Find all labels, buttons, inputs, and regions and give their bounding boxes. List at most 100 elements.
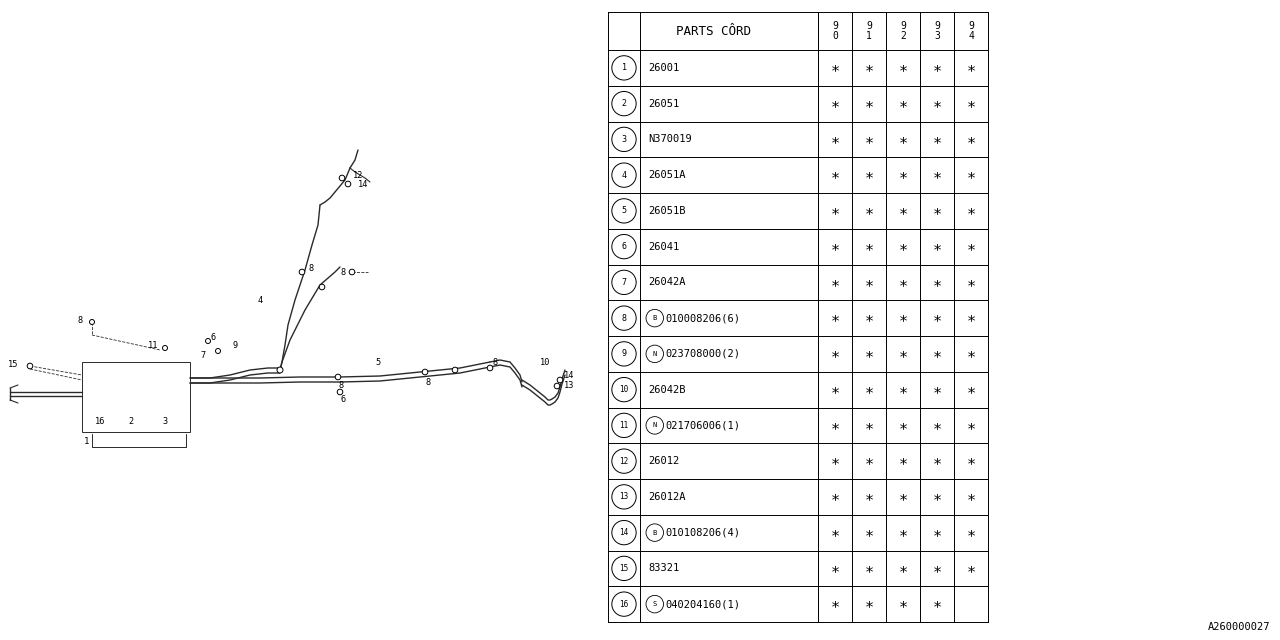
Text: ∗: ∗ (932, 454, 942, 468)
Text: ∗: ∗ (932, 60, 942, 76)
Text: ∗: ∗ (864, 204, 873, 218)
Text: ∗: ∗ (831, 490, 840, 504)
Text: ∗: ∗ (831, 168, 840, 182)
Text: 6: 6 (340, 396, 346, 404)
Text: A260000027: A260000027 (1207, 622, 1270, 632)
Text: 26041: 26041 (648, 242, 680, 252)
Circle shape (276, 367, 283, 373)
Text: ∗: ∗ (864, 310, 873, 326)
Text: ∗: ∗ (831, 525, 840, 540)
Text: ∗: ∗ (899, 561, 908, 576)
Text: 021706006(1): 021706006(1) (666, 420, 741, 430)
Text: 10: 10 (620, 385, 628, 394)
Text: 8: 8 (425, 378, 430, 387)
Circle shape (206, 339, 210, 344)
Text: 26001: 26001 (648, 63, 680, 73)
Text: ∗: ∗ (966, 204, 975, 218)
Text: ∗: ∗ (831, 204, 840, 218)
Text: ∗: ∗ (899, 168, 908, 182)
Text: 16: 16 (95, 417, 105, 426)
Text: 7: 7 (200, 351, 205, 360)
Text: 26042B: 26042B (648, 385, 686, 395)
Text: 8: 8 (622, 314, 626, 323)
Text: ∗: ∗ (932, 596, 942, 612)
Text: ∗: ∗ (831, 346, 840, 362)
Text: ∗: ∗ (899, 96, 908, 111)
Text: ∗: ∗ (899, 132, 908, 147)
Text: ∗: ∗ (864, 561, 873, 576)
Text: 040204160(1): 040204160(1) (666, 599, 741, 609)
Text: ∗: ∗ (831, 96, 840, 111)
Text: 3: 3 (622, 135, 626, 144)
Text: PARTS CÔRD: PARTS CÔRD (676, 24, 750, 38)
Text: 3: 3 (163, 417, 168, 426)
Text: N: N (653, 351, 657, 357)
Text: 13: 13 (620, 492, 628, 501)
Text: ∗: ∗ (899, 60, 908, 76)
Text: 12: 12 (620, 456, 628, 466)
Text: ∗: ∗ (966, 561, 975, 576)
Text: 8: 8 (77, 316, 82, 324)
Text: N370019: N370019 (648, 134, 691, 145)
Text: 9: 9 (232, 340, 237, 349)
Text: ∗: ∗ (899, 310, 908, 326)
Text: 9
2: 9 2 (900, 21, 906, 40)
Text: 6: 6 (622, 242, 626, 251)
Text: 26012: 26012 (648, 456, 680, 466)
Text: 8: 8 (340, 268, 346, 276)
Text: 26051B: 26051B (648, 206, 686, 216)
Text: 11: 11 (148, 340, 159, 349)
Text: ∗: ∗ (966, 96, 975, 111)
Text: ∗: ∗ (899, 418, 908, 433)
Text: ∗: ∗ (899, 382, 908, 397)
Circle shape (163, 346, 168, 351)
Text: ∗: ∗ (899, 596, 908, 612)
Bar (82, 362, 189, 432)
Text: ∗: ∗ (932, 418, 942, 433)
Text: 16: 16 (620, 600, 628, 609)
Text: ∗: ∗ (932, 132, 942, 147)
Text: ∗: ∗ (831, 310, 840, 326)
Text: ∗: ∗ (864, 275, 873, 290)
Text: 13: 13 (564, 381, 575, 390)
Text: ∗: ∗ (966, 382, 975, 397)
Text: ∗: ∗ (966, 525, 975, 540)
Circle shape (337, 389, 343, 395)
Text: 7: 7 (622, 278, 626, 287)
Text: 8: 8 (338, 381, 343, 390)
Text: ∗: ∗ (899, 525, 908, 540)
Text: 1: 1 (84, 438, 90, 447)
Text: ∗: ∗ (864, 168, 873, 182)
Circle shape (300, 269, 305, 275)
Text: ∗: ∗ (966, 346, 975, 362)
Circle shape (488, 365, 493, 371)
Text: ∗: ∗ (966, 132, 975, 147)
Text: ∗: ∗ (864, 239, 873, 254)
Text: 4: 4 (259, 296, 264, 305)
Circle shape (319, 284, 325, 290)
Circle shape (27, 364, 33, 369)
Text: ∗: ∗ (864, 132, 873, 147)
Text: 5: 5 (375, 358, 380, 367)
Circle shape (557, 377, 563, 383)
Text: B: B (653, 530, 657, 536)
Text: ∗: ∗ (932, 239, 942, 254)
Text: ∗: ∗ (831, 132, 840, 147)
Text: ∗: ∗ (864, 382, 873, 397)
Text: ∗: ∗ (864, 96, 873, 111)
Text: ∗: ∗ (864, 596, 873, 612)
Circle shape (554, 383, 559, 389)
Text: 14: 14 (564, 371, 575, 380)
Text: 8: 8 (308, 264, 314, 273)
Text: ∗: ∗ (966, 275, 975, 290)
Text: ∗: ∗ (831, 382, 840, 397)
Text: ∗: ∗ (899, 490, 908, 504)
Text: 10: 10 (540, 358, 550, 367)
Text: ∗: ∗ (932, 525, 942, 540)
Circle shape (335, 374, 340, 380)
Text: 14: 14 (620, 528, 628, 537)
Text: 2: 2 (128, 417, 133, 426)
Text: B: B (653, 315, 657, 321)
Text: ∗: ∗ (831, 454, 840, 468)
Text: 15: 15 (8, 360, 18, 369)
